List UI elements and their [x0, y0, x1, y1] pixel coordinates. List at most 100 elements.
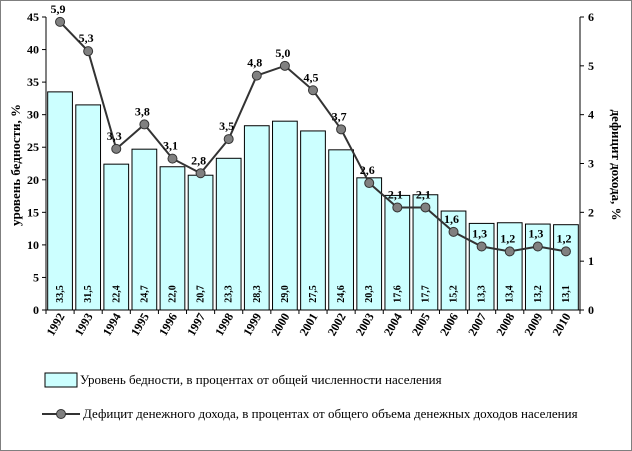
bar-value-label: 17,7	[420, 285, 431, 303]
bar-value-label: 33,5	[55, 285, 66, 303]
bar	[103, 163, 130, 311]
bar-value-label: 28,3	[252, 285, 263, 303]
x-tick-label: 1995	[128, 311, 152, 339]
line-point	[364, 178, 375, 189]
line-value-label: 2,6	[360, 163, 375, 177]
line-value-label: 4,5	[304, 70, 319, 84]
x-tick-label: 2009	[521, 311, 545, 339]
line-value-label: 2,8	[191, 153, 206, 167]
bar-value-label: 17,6	[392, 285, 403, 303]
line-value-label: 3,5	[219, 119, 234, 133]
bar-labels-layer: 33,5 31,5 22,4 24,7 22,0 20,7 23,3 28,3 29,0 27,5…	[55, 285, 572, 303]
line-point	[532, 241, 543, 252]
x-tick-label: 1999	[240, 311, 264, 339]
line-value-label: 1,3	[472, 227, 487, 241]
bar	[524, 223, 551, 311]
y2-tick-label: 4	[588, 108, 594, 122]
line-value-label: 3,3	[107, 129, 122, 143]
legend-line-marker	[56, 409, 66, 419]
line-point	[504, 246, 515, 257]
x-tick-label: 1996	[156, 311, 180, 339]
y-tick-label: 5	[33, 270, 39, 284]
line-value-label: 3,8	[135, 104, 150, 118]
bar-value-label: 23,3	[224, 285, 235, 303]
y-tick-label: 40	[27, 43, 39, 57]
y-tick-label: 20	[27, 173, 39, 187]
bar	[328, 149, 354, 311]
bar-value-label: 15,2	[449, 285, 460, 303]
legend-line-label: Дефицит денежного дохода, в процентах от…	[83, 406, 578, 421]
y-axis-label: уровень бедности, %	[8, 104, 23, 226]
bar-value-label: 24,7	[139, 285, 150, 303]
line-labels-layer: 5,9 5,3 3,3 3,8 3,1 2,8 3,5 4,8 5,0 4,5 3,7 2,6 2,1 2…	[51, 2, 572, 246]
line-value-label: 1,3	[528, 227, 543, 241]
line-point	[336, 124, 347, 135]
bar-value-label: 20,3	[364, 285, 375, 303]
line-value-label: 3,7	[332, 109, 347, 123]
bar	[215, 157, 242, 311]
y-tick-label: 0	[33, 303, 39, 317]
line-point	[392, 202, 403, 213]
line-value-label: 2,1	[388, 187, 403, 201]
line-point	[223, 134, 234, 145]
x-tick-label: 1992	[44, 311, 68, 339]
bar	[496, 222, 523, 311]
y-tick-label: 15	[27, 205, 39, 219]
bar	[468, 222, 495, 311]
x-tick-label: 2002	[325, 311, 349, 339]
bar-value-label: 22,4	[111, 285, 122, 303]
bar	[47, 91, 73, 311]
line-value-label: 1,6	[444, 212, 459, 226]
line-point	[308, 85, 318, 96]
bar-value-label: 13,1	[561, 285, 572, 303]
y2-tick-label: 1	[588, 254, 594, 268]
x-tick-label: 2006	[437, 311, 461, 339]
line-point	[420, 202, 431, 213]
x-tick-label: 1998	[212, 311, 236, 339]
line-value-label: 1,2	[500, 231, 515, 245]
line-layer	[55, 16, 571, 257]
y-tick-label: 35	[27, 75, 39, 89]
y2-tick-label: 0	[588, 303, 594, 317]
bar	[300, 130, 326, 311]
y-tick-label: 10	[27, 238, 39, 252]
line-point	[167, 153, 178, 164]
line-value-label: 5,3	[79, 31, 94, 45]
x-tick-label: 2008	[493, 311, 517, 339]
line-point	[279, 60, 290, 71]
bar-value-label: 20,7	[196, 285, 207, 303]
y2-tick-label: 5	[588, 59, 594, 73]
x-tick-label: 1997	[184, 311, 208, 339]
line-point	[195, 168, 206, 179]
x-tick-label: 1994	[100, 311, 124, 339]
x-tick-label: 2005	[409, 311, 433, 339]
bar-value-label: 13,2	[533, 285, 544, 303]
line-value-label: 3,1	[163, 139, 178, 153]
line-value-label: 4,8	[247, 56, 262, 70]
bar	[272, 120, 298, 311]
x-tick-label: 2007	[465, 311, 489, 339]
legend-bar-swatch	[44, 372, 78, 388]
bar	[384, 194, 411, 311]
bar	[75, 104, 102, 311]
line-point	[111, 143, 122, 154]
x-tick-label: 2003	[353, 311, 377, 339]
legend-bar-label: Уровень бедности, в процентах от общей ч…	[80, 372, 442, 387]
line-point	[139, 119, 150, 130]
line-value-label: 5,0	[275, 46, 290, 60]
line-point	[476, 241, 487, 252]
line-point	[83, 46, 94, 57]
bars-layer	[47, 91, 579, 311]
y-tick-label: 30	[27, 108, 39, 122]
y2-tick-label: 2	[588, 205, 594, 219]
x-tick-label: 2001	[296, 311, 320, 339]
line-point	[55, 16, 66, 27]
line-point	[448, 226, 459, 237]
bar-value-label: 13,4	[505, 285, 516, 303]
x-tick-label: 1993	[72, 311, 96, 339]
line-point	[560, 246, 571, 257]
y2-tick-label: 3	[588, 157, 594, 171]
bar-value-label: 31,5	[83, 285, 94, 303]
line-value-label: 5,9	[51, 2, 66, 16]
